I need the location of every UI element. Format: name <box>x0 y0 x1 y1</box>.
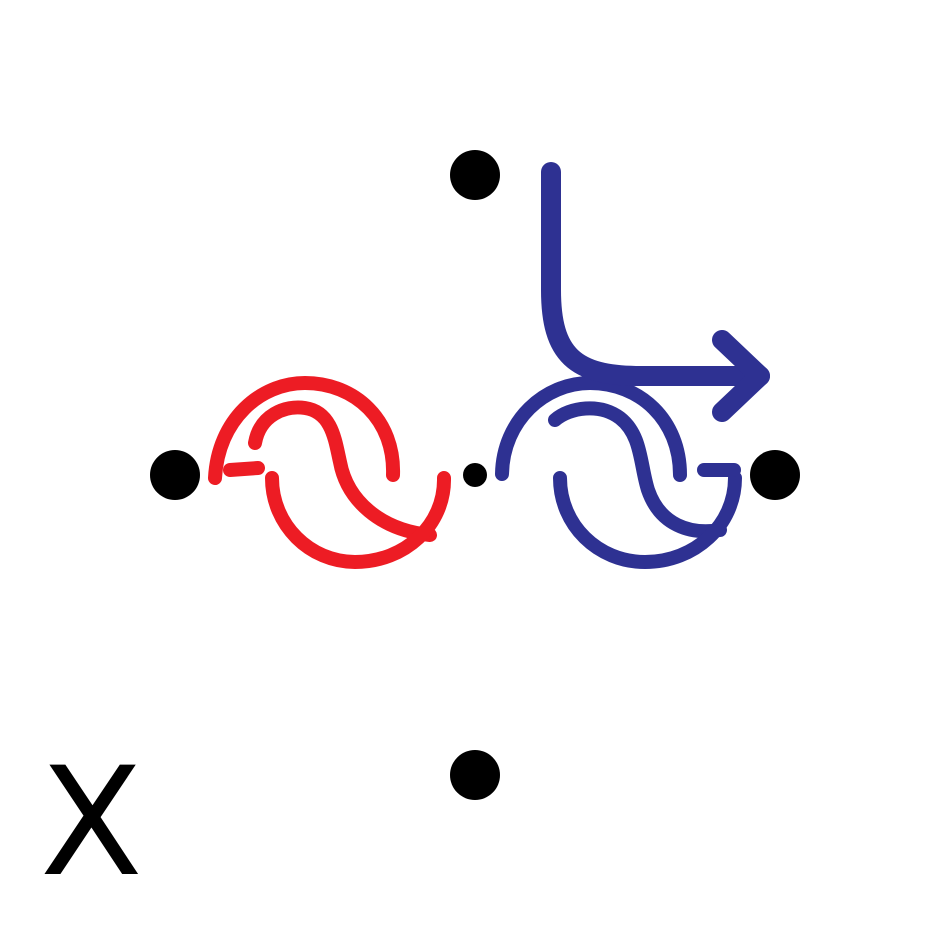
dot-top <box>450 150 500 200</box>
diagram-label: X <box>40 748 143 898</box>
dot-left <box>150 450 200 500</box>
dot-bottom <box>450 750 500 800</box>
left-wave-symbol-icon <box>215 383 444 562</box>
dot-right <box>750 450 800 500</box>
right-wave-symbol-icon <box>502 383 735 562</box>
dot-center <box>463 463 487 487</box>
bent-arrow-right-icon <box>551 172 760 412</box>
